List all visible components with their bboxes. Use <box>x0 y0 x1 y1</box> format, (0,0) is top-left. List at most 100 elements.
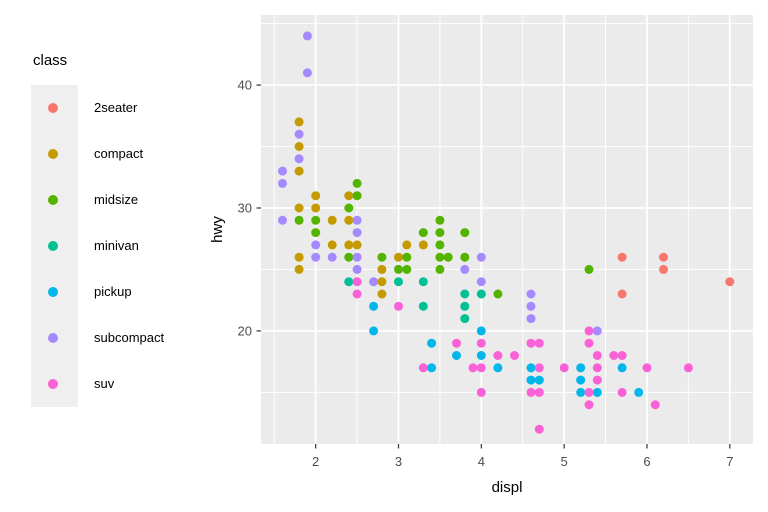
data-point <box>476 363 486 373</box>
data-point <box>278 166 287 176</box>
data-point <box>493 289 503 299</box>
x-tick-label: 3 <box>395 454 402 469</box>
data-point <box>435 252 445 262</box>
data-point <box>352 277 362 287</box>
data-point <box>460 301 470 311</box>
data-point <box>294 142 304 151</box>
data-point <box>526 363 536 373</box>
data-point <box>311 252 321 262</box>
data-point <box>592 387 602 397</box>
data-point <box>369 301 379 311</box>
data-point <box>435 215 445 225</box>
data-point <box>394 277 403 287</box>
legend-swatch-2seater <box>48 103 58 113</box>
data-point <box>369 326 379 336</box>
legend-swatch-subcompact <box>48 333 58 343</box>
data-point <box>576 363 586 373</box>
data-point <box>311 191 321 201</box>
legend-label-compact: compact <box>94 146 144 161</box>
data-point <box>352 240 362 250</box>
data-point <box>352 228 362 238</box>
data-point <box>402 252 412 262</box>
data-point <box>476 277 486 287</box>
data-point <box>617 289 627 299</box>
legend-swatch-minivan <box>48 241 58 251</box>
y-axis-title: hwy <box>209 216 226 243</box>
data-point <box>592 351 602 360</box>
data-point <box>427 338 437 348</box>
legend-swatch-midsize <box>48 195 58 205</box>
data-point <box>352 178 362 188</box>
data-point <box>584 264 594 274</box>
data-point <box>476 351 486 360</box>
data-point <box>526 301 536 311</box>
legend-title: class <box>33 52 68 69</box>
data-point <box>394 264 403 274</box>
data-point <box>659 252 668 262</box>
data-point <box>526 375 536 385</box>
data-point <box>377 252 387 262</box>
data-point <box>452 338 461 348</box>
data-point <box>476 289 486 299</box>
legend-swatch-compact <box>48 149 58 159</box>
data-point <box>369 277 379 287</box>
legend-label-pickup: pickup <box>94 284 132 299</box>
x-tick-label: 5 <box>561 454 568 469</box>
data-point <box>435 264 445 274</box>
data-point <box>344 277 354 287</box>
data-point <box>452 351 461 360</box>
data-point <box>311 215 321 225</box>
data-point <box>294 117 304 127</box>
data-point <box>534 375 544 385</box>
y-tick-label: 20 <box>238 323 252 338</box>
data-point <box>344 191 354 201</box>
data-point <box>394 301 403 311</box>
x-tick-label: 2 <box>312 454 319 469</box>
data-point <box>592 363 602 373</box>
data-point <box>476 326 486 336</box>
data-point <box>352 264 362 274</box>
data-point <box>576 387 586 397</box>
data-point <box>559 363 569 373</box>
data-point <box>534 363 544 373</box>
data-point <box>302 31 312 41</box>
data-point <box>278 215 287 225</box>
data-point <box>534 387 544 397</box>
data-point <box>617 363 627 373</box>
data-point <box>278 178 287 188</box>
plot-panel <box>261 15 753 444</box>
data-point <box>418 228 428 238</box>
y-tick-label: 40 <box>238 78 252 93</box>
data-point <box>294 154 304 164</box>
x-axis-title: displ <box>492 479 523 496</box>
data-point <box>617 351 627 360</box>
data-point <box>327 240 337 250</box>
data-point <box>311 240 321 250</box>
data-point <box>592 326 602 336</box>
data-point <box>460 314 470 324</box>
data-point <box>435 228 445 238</box>
data-point <box>534 424 544 434</box>
data-point <box>460 289 470 299</box>
legend-label-suv: suv <box>94 376 115 391</box>
data-point <box>493 363 503 373</box>
data-point <box>476 338 486 348</box>
data-point <box>476 252 486 262</box>
data-point <box>402 264 412 274</box>
legend-label-minivan: minivan <box>94 238 139 253</box>
data-point <box>634 387 644 397</box>
data-point <box>460 228 470 238</box>
data-point <box>584 326 594 336</box>
data-point <box>617 387 627 397</box>
data-point <box>617 252 627 262</box>
data-point <box>311 228 321 238</box>
x-tick-label: 6 <box>643 454 650 469</box>
data-point <box>418 363 428 373</box>
data-point <box>344 203 354 213</box>
data-point <box>642 363 652 373</box>
data-point <box>352 215 362 225</box>
data-point <box>344 215 354 225</box>
data-point <box>683 363 693 373</box>
data-point <box>592 375 602 385</box>
